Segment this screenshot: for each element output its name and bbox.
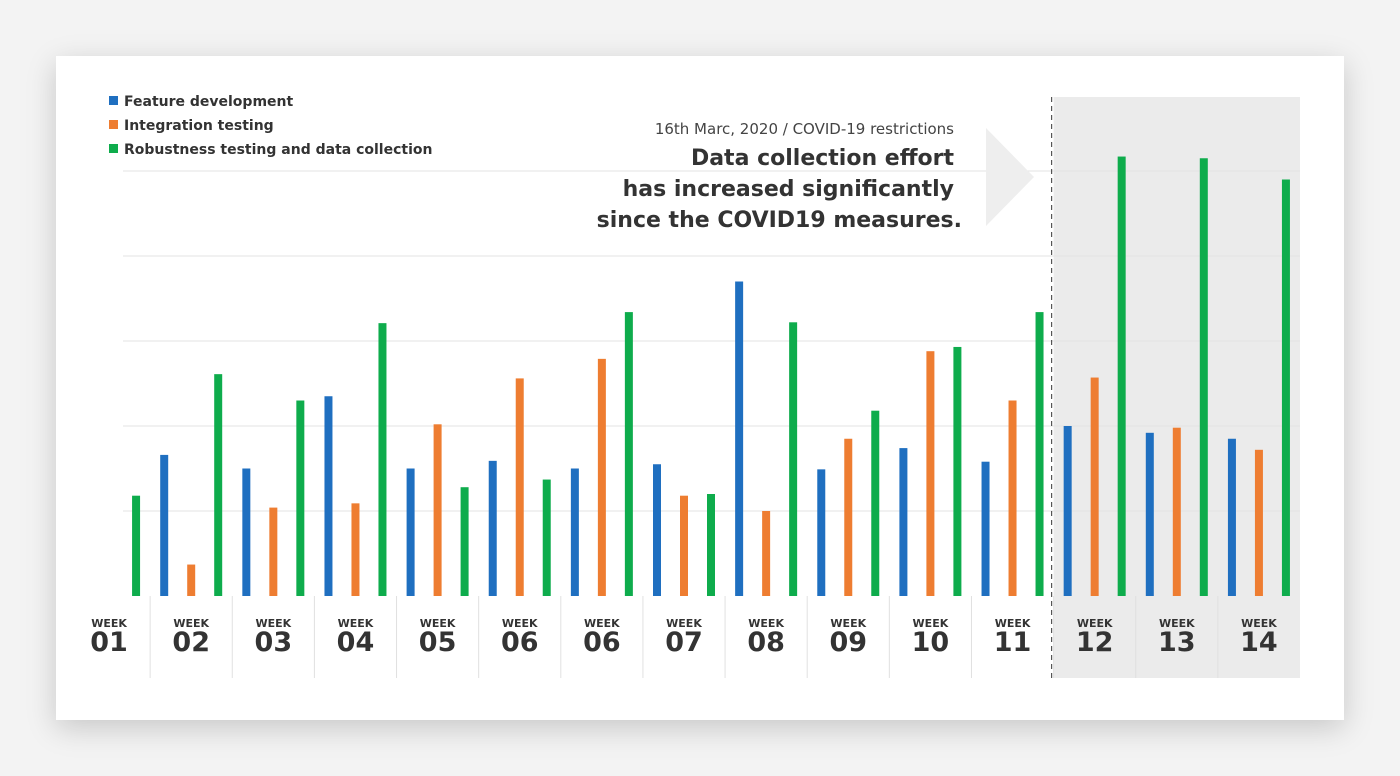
bar-robustness-testing-and-data-collection: [624, 312, 633, 596]
bar-robustness-testing-and-data-collection: [1035, 312, 1044, 596]
tick-label-week: WEEK: [1077, 617, 1113, 630]
legend-label: Feature development: [124, 94, 293, 110]
chart: WEEK01WEEK02WEEK03WEEK04WEEK05WEEK06WEEK…: [90, 94, 1300, 680]
bar-robustness-testing-and-data-collection: [789, 322, 798, 596]
bar-robustness-testing-and-data-collection: [542, 479, 551, 596]
bar-integration-testing: [1008, 400, 1017, 596]
bar-feature-development: [406, 468, 415, 596]
bar-feature-development: [653, 464, 661, 596]
bar-integration-testing: [269, 507, 278, 596]
bar-integration-testing: [515, 378, 524, 596]
tick-label-week: WEEK: [502, 617, 538, 630]
tick-label-number: 01: [90, 627, 128, 658]
bar-robustness-testing-and-data-collection: [460, 487, 469, 596]
tick-label-number: 08: [747, 627, 785, 658]
bar-robustness-testing-and-data-collection: [378, 323, 387, 596]
legend-swatch: [109, 96, 118, 105]
annotation-headline-line: since the COVID19 measures.: [597, 208, 962, 233]
tick-label-number: 13: [1158, 627, 1196, 658]
bar-integration-testing: [1254, 449, 1263, 596]
tick-label-week: WEEK: [1241, 617, 1277, 630]
tick-label-week: WEEK: [584, 617, 620, 630]
tick-label-week: WEEK: [913, 617, 949, 630]
tick-label-number: 07: [665, 627, 703, 658]
bar-integration-testing: [433, 424, 442, 596]
annotation-arrow-icon: [986, 128, 1034, 226]
tick-label-number: 06: [583, 627, 621, 658]
bar-integration-testing: [762, 511, 771, 596]
tick-label-number: 14: [1240, 627, 1278, 658]
bar-integration-testing: [680, 495, 688, 596]
bar-robustness-testing-and-data-collection: [132, 495, 141, 596]
bar-feature-development: [1145, 432, 1154, 596]
tick-label-week: WEEK: [995, 617, 1031, 630]
legend-label: Integration testing: [124, 118, 274, 134]
bar-feature-development: [981, 461, 990, 596]
bar-robustness-testing-and-data-collection: [1117, 156, 1126, 597]
bar-robustness-testing-and-data-collection: [707, 494, 715, 596]
tick-label-week: WEEK: [338, 617, 374, 630]
annotation-headline-line: has increased significantly: [623, 177, 954, 202]
bar-robustness-testing-and-data-collection: [953, 346, 962, 596]
annotation-date: 16th Marc, 2020 / COVID-19 restrictions: [655, 120, 954, 138]
bar-integration-testing: [1090, 377, 1099, 596]
legend-swatch: [109, 144, 118, 153]
tick-label-number: 02: [172, 627, 210, 658]
bar-feature-development: [735, 281, 744, 596]
bar-feature-development: [1227, 438, 1236, 596]
tick-label-week: WEEK: [255, 617, 291, 630]
bar-robustness-testing-and-data-collection: [214, 374, 223, 596]
tick-label-number: 05: [419, 627, 457, 658]
tick-label-week: WEEK: [420, 617, 456, 630]
legend-swatch: [109, 120, 118, 129]
tick-label-number: 09: [829, 627, 867, 658]
bar-integration-testing: [351, 503, 360, 596]
tick-label-number: 10: [912, 627, 950, 658]
tick-label-number: 06: [501, 627, 539, 658]
tick-label-week: WEEK: [91, 617, 127, 630]
bar-feature-development: [160, 454, 169, 596]
bar-integration-testing: [187, 564, 196, 596]
bar-feature-development: [242, 468, 251, 596]
tick-label-week: WEEK: [666, 617, 702, 630]
bar-integration-testing: [926, 351, 935, 596]
bar-robustness-testing-and-data-collection: [1281, 179, 1290, 596]
bar-robustness-testing-and-data-collection: [296, 400, 305, 596]
tick-label-week: WEEK: [748, 617, 784, 630]
bar-integration-testing: [1172, 427, 1181, 596]
legend-label: Robustness testing and data collection: [124, 142, 432, 158]
tick-label-week: WEEK: [1159, 617, 1195, 630]
tick-label-number: 03: [255, 627, 293, 658]
bar-integration-testing: [597, 358, 606, 596]
tick-label-week: WEEK: [830, 617, 866, 630]
tick-label-week: WEEK: [173, 617, 209, 630]
tick-label-number: 11: [994, 627, 1032, 658]
bar-feature-development: [817, 469, 826, 596]
bar-feature-development: [488, 460, 497, 596]
tick-label-number: 12: [1076, 627, 1114, 658]
bar-feature-development: [899, 448, 908, 596]
bar-feature-development: [570, 468, 579, 596]
bar-robustness-testing-and-data-collection: [871, 410, 880, 596]
bar-integration-testing: [844, 438, 853, 596]
tick-label-number: 04: [337, 627, 375, 658]
annotation-headline-line: Data collection effort: [691, 146, 955, 171]
bar-robustness-testing-and-data-collection: [1199, 158, 1208, 596]
bar-feature-development: [324, 396, 333, 596]
bar-feature-development: [1063, 426, 1072, 596]
chart-card: WEEK 01 WEEK 02 WEEK 03 WEEK 04 WEEK 05 WEEK 06 WEEK…: [56, 56, 1344, 720]
